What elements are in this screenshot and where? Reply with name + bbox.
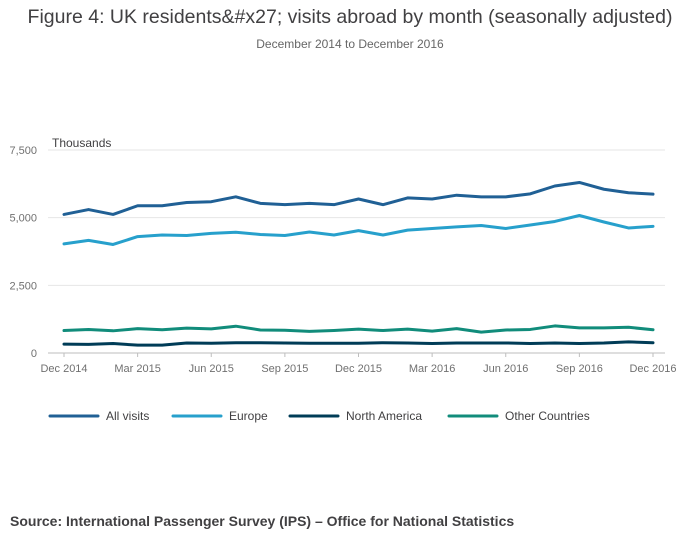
y-tick-label: 2,500: [9, 280, 37, 292]
y-tick-label: 0: [31, 348, 37, 360]
chart-subtitle: December 2014 to December 2016: [256, 37, 444, 51]
x-tick-label: Sep 2016: [556, 363, 603, 375]
series-line-all-visits: [62, 180, 655, 216]
legend-label: Other Countries: [505, 409, 590, 423]
legend: All visits Europe North America Other Count…: [48, 409, 590, 423]
axes: 0 2,500 5,000 7,500 Thousands Dec 2014 Mar 201…: [9, 136, 676, 375]
chart-title: Figure 4: UK residents&#x27; visits abro…: [27, 6, 673, 28]
series-line-north-america: [62, 340, 655, 347]
gridlines: [48, 149, 665, 354]
x-tick-label: Mar 2015: [114, 363, 160, 375]
x-tick-label: Sep 2015: [261, 363, 308, 375]
legend-label: All visits: [106, 409, 149, 423]
series-line-europe: [62, 214, 655, 246]
x-tick-label: Mar 2016: [409, 363, 455, 375]
x-tick-label: Jun 2015: [189, 363, 234, 375]
legend-label: North America: [346, 409, 422, 423]
legend-label: Europe: [229, 409, 268, 423]
series-lines: [62, 180, 655, 347]
x-tick-label: Dec 2015: [335, 363, 382, 375]
y-axis-title: Thousands: [52, 136, 111, 150]
y-tick-label: 5,000: [9, 213, 37, 225]
x-tick-label: Dec 2016: [629, 363, 676, 375]
x-tick-label: Jun 2016: [483, 363, 528, 375]
y-tick-label: 7,500: [9, 145, 37, 157]
series-line-other-countries: [62, 324, 655, 334]
source-note: Source: International Passenger Survey (…: [10, 513, 515, 529]
x-tick-label: Dec 2014: [40, 363, 87, 375]
